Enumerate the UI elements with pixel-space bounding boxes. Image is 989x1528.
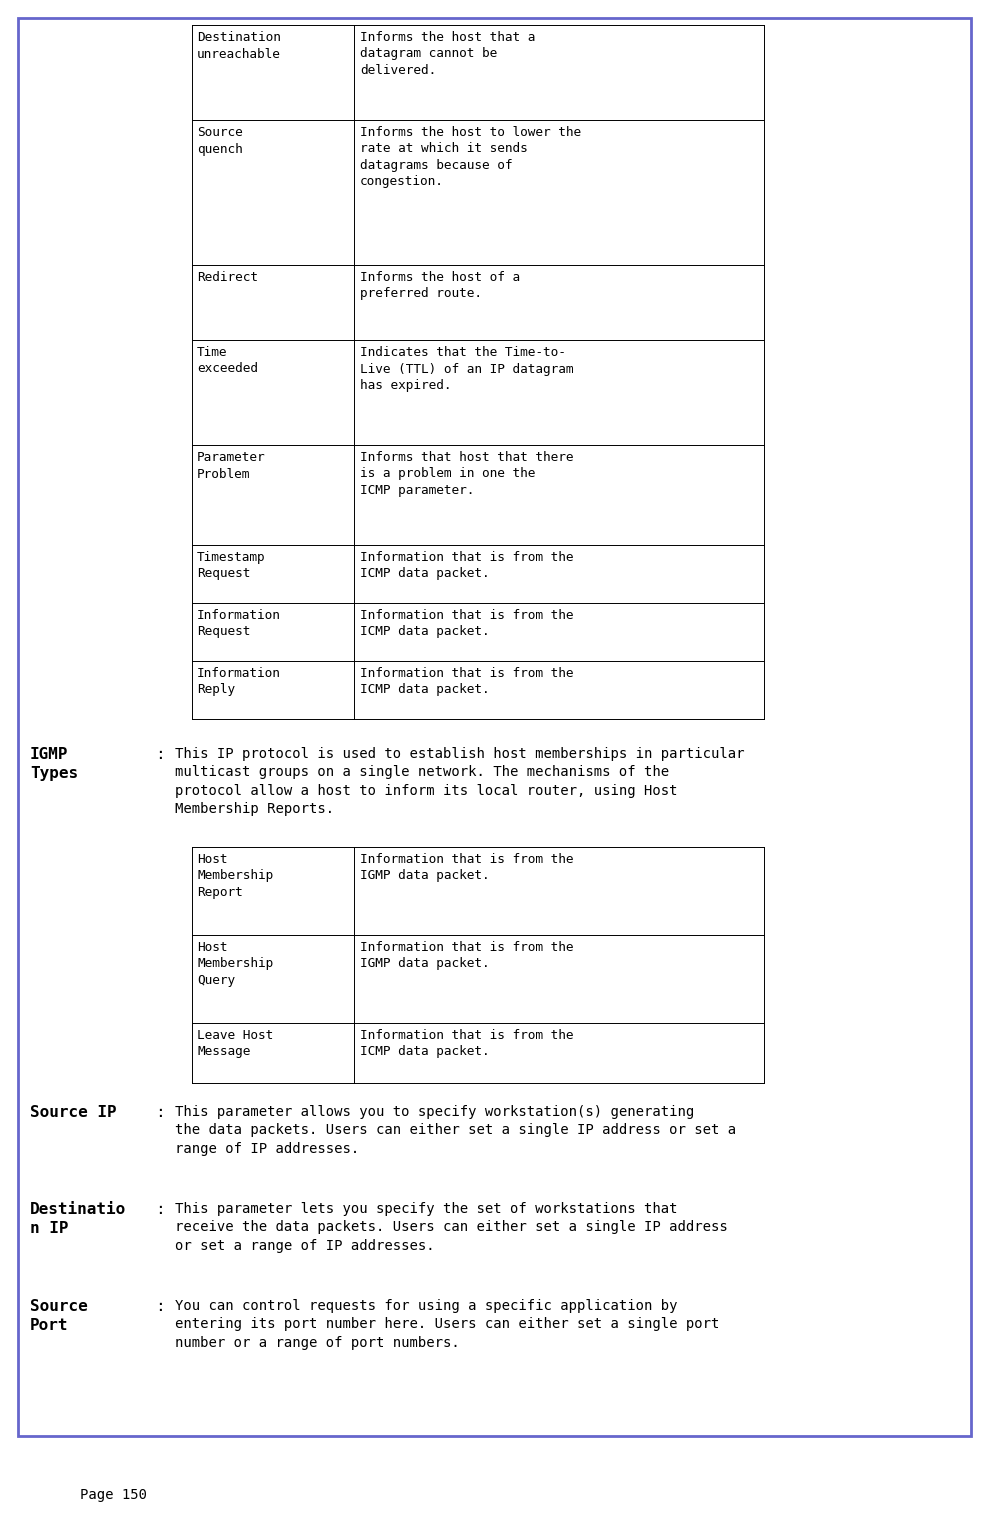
Text: Source IP: Source IP — [30, 1105, 117, 1120]
Text: Information that is from the
ICMP data packet.: Information that is from the ICMP data p… — [360, 1028, 574, 1059]
Text: Parameter
Problem: Parameter Problem — [197, 451, 266, 480]
Text: Informs that host that there
is a problem in one the
ICMP parameter.: Informs that host that there is a proble… — [360, 451, 574, 497]
Text: Information that is from the
IGMP data packet.: Information that is from the IGMP data p… — [360, 853, 574, 883]
Text: This IP protocol is used to establish host memberships in particular
multicast g: This IP protocol is used to establish ho… — [175, 747, 745, 816]
Text: Information that is from the
ICMP data packet.: Information that is from the ICMP data p… — [360, 610, 574, 639]
Text: :: : — [155, 1203, 164, 1216]
Text: Informs the host of a
preferred route.: Informs the host of a preferred route. — [360, 270, 520, 301]
Text: Informs the host that a
datagram cannot be
delivered.: Informs the host that a datagram cannot … — [360, 31, 535, 76]
Text: You can control requests for using a specific application by
entering its port n: You can control requests for using a spe… — [175, 1299, 719, 1349]
Text: Page 150: Page 150 — [80, 1488, 147, 1502]
Text: Information that is from the
ICMP data packet.: Information that is from the ICMP data p… — [360, 668, 574, 697]
Text: Host
Membership
Report: Host Membership Report — [197, 853, 273, 898]
Text: This parameter lets you specify the set of workstations that
receive the data pa: This parameter lets you specify the set … — [175, 1203, 728, 1253]
Text: Redirect: Redirect — [197, 270, 258, 284]
Text: :: : — [155, 747, 164, 762]
Text: Destinatio
n IP: Destinatio n IP — [30, 1203, 127, 1236]
Text: Host
Membership
Query: Host Membership Query — [197, 941, 273, 987]
Text: :: : — [155, 1105, 164, 1120]
Text: Source
Port: Source Port — [30, 1299, 88, 1334]
Text: Information
Reply: Information Reply — [197, 668, 281, 697]
Text: Time
exceeded: Time exceeded — [197, 345, 258, 376]
Text: IGMP
Types: IGMP Types — [30, 747, 78, 781]
Text: Timestamp
Request: Timestamp Request — [197, 552, 266, 581]
Text: Indicates that the Time-to-
Live (TTL) of an IP datagram
has expired.: Indicates that the Time-to- Live (TTL) o… — [360, 345, 574, 393]
Text: This parameter allows you to specify workstation(s) generating
the data packets.: This parameter allows you to specify wor… — [175, 1105, 736, 1155]
Text: :: : — [155, 1299, 164, 1314]
Text: Source
quench: Source quench — [197, 125, 242, 156]
Text: Information
Request: Information Request — [197, 610, 281, 639]
Text: Destination
unreachable: Destination unreachable — [197, 31, 281, 61]
Text: Informs the host to lower the
rate at which it sends
datagrams because of
conges: Informs the host to lower the rate at wh… — [360, 125, 582, 188]
Text: Leave Host
Message: Leave Host Message — [197, 1028, 273, 1059]
Text: Information that is from the
IGMP data packet.: Information that is from the IGMP data p… — [360, 941, 574, 970]
Text: Information that is from the
ICMP data packet.: Information that is from the ICMP data p… — [360, 552, 574, 581]
